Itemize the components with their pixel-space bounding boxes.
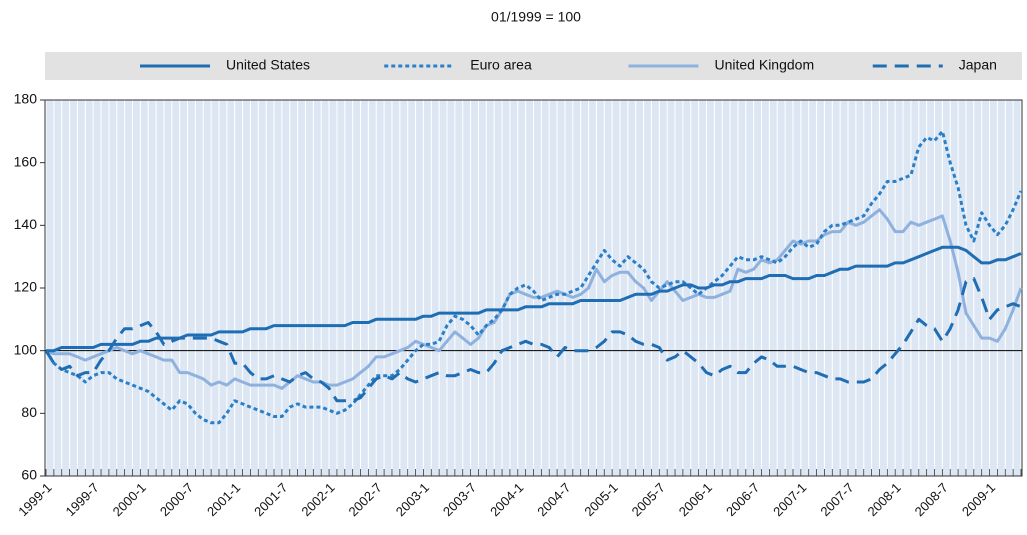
x-tick-label: 2002-1 — [298, 480, 337, 519]
x-tick-label: 2004-7 — [534, 480, 573, 519]
y-tick-label: 160 — [14, 153, 38, 169]
legend-label: Euro area — [470, 57, 532, 73]
y-tick-label: 140 — [14, 216, 38, 232]
x-tick-label: 2005-1 — [581, 480, 620, 519]
x-tick-label: 2008-7 — [912, 480, 951, 519]
chart-subtitle: 01/1999 = 100 — [491, 9, 581, 25]
x-tick-label: 2004-1 — [487, 480, 526, 519]
series-line — [44, 277, 1022, 403]
x-tick-label: 2007-7 — [817, 480, 856, 519]
series-line — [46, 245, 1022, 353]
series-line — [45, 208, 1023, 390]
legend-label: United States — [226, 57, 310, 73]
x-tick-label: 1999-1 — [15, 480, 54, 519]
y-tick-label: 180 — [14, 91, 38, 107]
x-tick-label: 2008-1 — [865, 480, 904, 519]
x-tick-label: 2007-1 — [770, 480, 809, 519]
x-tick-label: 2006-1 — [676, 480, 715, 519]
x-tick-label: 2002-7 — [346, 480, 385, 519]
x-tick-label: 2000-7 — [157, 480, 196, 519]
x-tick-label: 2006-7 — [723, 480, 762, 519]
x-tick-label: 2003-1 — [393, 480, 432, 519]
y-tick-label: 60 — [21, 467, 37, 483]
y-tick-label: 80 — [21, 404, 37, 420]
x-tick-label: 2009-1 — [959, 480, 998, 519]
x-tick-label: 2001-7 — [251, 480, 290, 519]
legend-label: United Kingdom — [715, 57, 815, 73]
x-tick-label: 2000-1 — [110, 480, 149, 519]
y-tick-label: 120 — [14, 279, 38, 295]
series-line — [44, 129, 1023, 425]
x-tick-label: 1999-7 — [62, 480, 101, 519]
y-tick-label: 100 — [14, 341, 38, 357]
legend-label: Japan — [959, 57, 997, 73]
x-tick-label: 2003-7 — [440, 480, 479, 519]
x-tick-label: 2001-1 — [204, 480, 243, 519]
plot-frame — [44, 99, 1023, 477]
x-tick-label: 2005-7 — [629, 480, 668, 519]
